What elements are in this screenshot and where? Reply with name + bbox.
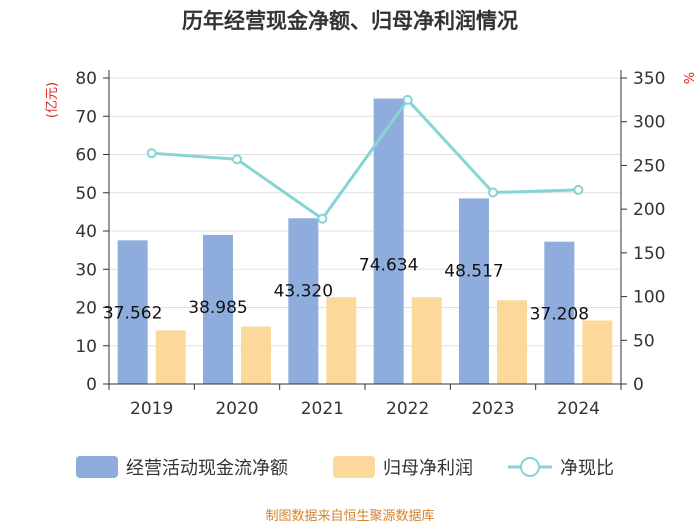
x-tick-label: 2021 [301, 399, 344, 419]
y-left-tick-label: 20 [75, 299, 97, 319]
y-right-tick-label: 200 [633, 200, 665, 220]
data-label-cash-flow: 74.634 [359, 256, 418, 276]
y-left-tick-label: 40 [75, 222, 97, 242]
data-label-cash-flow: 38.985 [188, 298, 247, 318]
source-note: 制图数据来自恒生聚源数据库 [265, 508, 434, 524]
bar-cash-flow[interactable] [288, 218, 319, 384]
bar-net-profit[interactable] [155, 330, 186, 384]
data-label-cash-flow: 43.320 [274, 281, 333, 301]
line-ratio-point[interactable] [146, 148, 157, 159]
chart-title: 历年经营现金净额、归母净利润情况 [182, 9, 518, 33]
line-ratio-point[interactable] [488, 187, 498, 198]
bar-cash-flow[interactable] [459, 198, 489, 384]
y-right-tick-label: 350 [633, 69, 665, 89]
bar-net-profit[interactable] [241, 326, 271, 384]
bar-cash-flow[interactable] [203, 234, 233, 384]
legend-label-cash-flow[interactable]: 经营活动现金流净额 [126, 458, 288, 479]
bar-cash-flow[interactable] [117, 240, 148, 384]
line-ratio-point[interactable] [317, 213, 328, 224]
bar-net-profit[interactable] [411, 297, 442, 384]
y-left-tick-label: 10 [75, 337, 97, 357]
y-right-unit: % [680, 72, 695, 84]
data-label-cash-flow: 48.517 [444, 261, 503, 281]
line-ratio [151, 98, 579, 221]
y-left-tick-label: 80 [75, 69, 97, 89]
y-right-tick-label: 100 [633, 288, 665, 308]
y-left-tick-label: 0 [86, 375, 97, 395]
grid-lines [109, 77, 621, 347]
line-ratio-point[interactable] [402, 94, 413, 105]
data-label-cash-flow: 37.562 [103, 303, 162, 323]
bar-cash-flow[interactable] [544, 241, 575, 384]
axes: 0 10 20 30 40 50 60 70 80 (亿元) 0 50 100 150 200 250 300 3… [45, 69, 695, 419]
data-labels: 37.562 38.985 43.320 74.634 48.517 37.208 [103, 256, 589, 325]
y-right-tick-label: 50 [633, 331, 655, 351]
line-series [146, 94, 584, 224]
legend-label-ratio[interactable]: 净现比 [560, 458, 614, 479]
y-right-tick-label: 0 [633, 375, 644, 395]
legend[interactable]: 经营活动现金流净额 归母净利润 净现比 [76, 456, 614, 479]
y-left-tick-label: 30 [75, 260, 97, 280]
x-tick-label: 2024 [557, 399, 600, 419]
y-right-tick-label: 150 [633, 244, 665, 264]
x-tick-label: 2019 [130, 399, 173, 419]
bar-net-profit[interactable] [326, 297, 357, 384]
bar-series [117, 98, 613, 384]
line-ratio-point[interactable] [232, 154, 242, 165]
y-right-tick-label: 250 [633, 156, 665, 176]
x-tick-label: 2023 [471, 399, 514, 419]
y-left-tick-label: 60 [75, 146, 97, 166]
legend-swatch-ratio-marker[interactable] [520, 457, 540, 477]
y-left-tick-label: 70 [75, 107, 97, 127]
x-tick-label: 2022 [386, 399, 429, 419]
bar-net-profit[interactable] [582, 320, 613, 384]
y-left-unit: (亿元) [45, 82, 60, 118]
line-ratio-point[interactable] [573, 184, 584, 195]
x-tick-label: 2020 [215, 399, 258, 419]
data-label-cash-flow: 37.208 [530, 305, 589, 325]
bar-cash-flow[interactable] [373, 98, 404, 384]
y-left-tick-label: 50 [75, 184, 97, 204]
legend-label-net-profit[interactable]: 归母净利润 [383, 458, 473, 479]
legend-swatch-net-profit[interactable] [333, 456, 375, 478]
y-right-tick-label: 300 [633, 113, 665, 133]
legend-swatch-cash-flow[interactable] [76, 456, 118, 478]
bar-net-profit[interactable] [497, 300, 527, 384]
